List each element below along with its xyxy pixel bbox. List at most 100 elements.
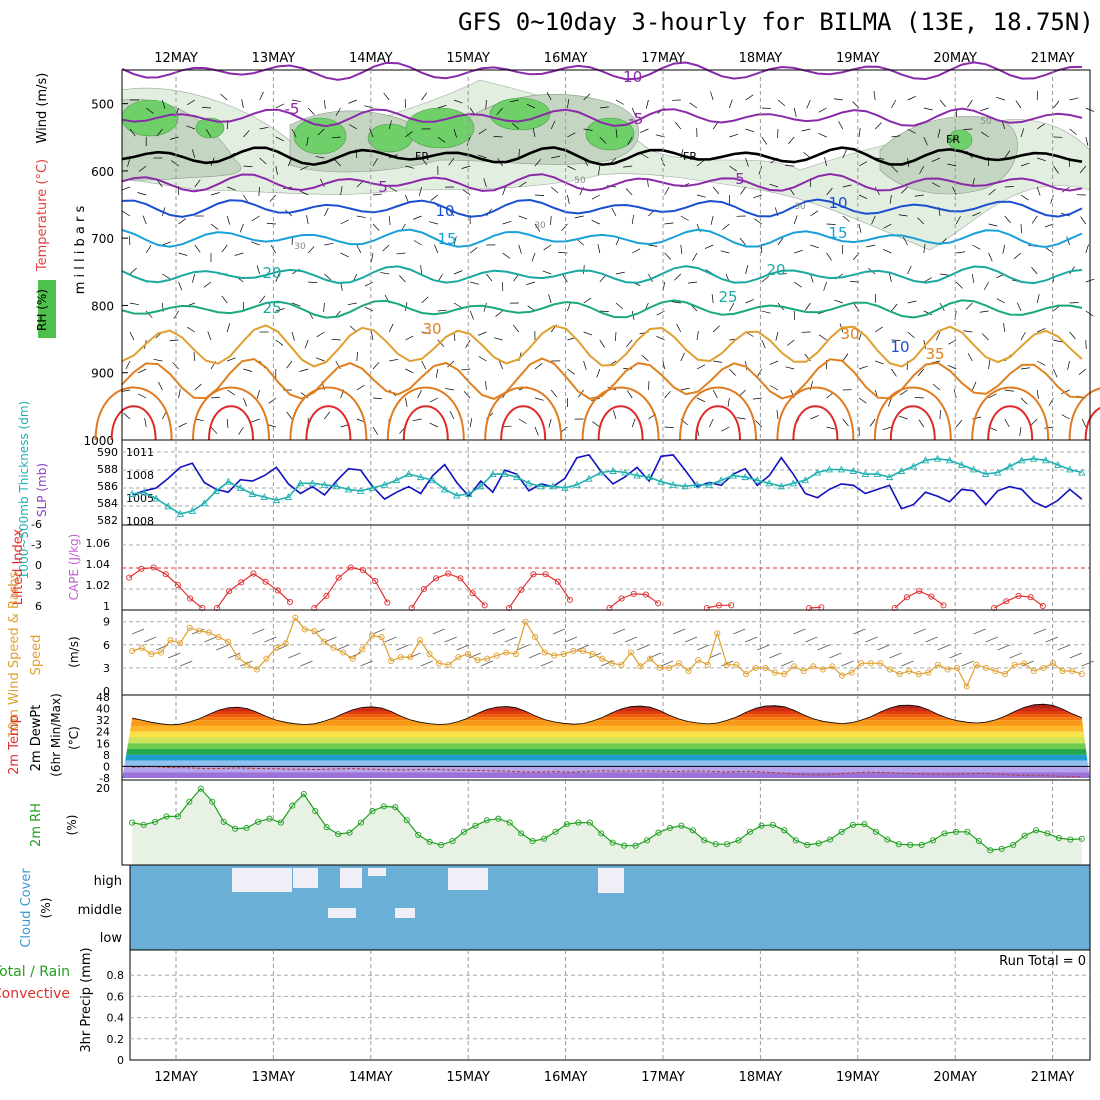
wind-barb: [891, 303, 898, 312]
wind-barb: [291, 99, 301, 102]
lifted-index-point: [554, 578, 561, 585]
wind-barb: [445, 388, 455, 391]
lifted-index-point: [469, 590, 476, 597]
wind-barb: [891, 368, 897, 377]
heat-arc: [402, 405, 449, 441]
wind-barb: [1053, 339, 1063, 343]
wind-barb: [432, 628, 445, 635]
lifted-index-line: [993, 595, 1044, 609]
thickness-point: [356, 486, 365, 494]
wind-barb: [1021, 660, 1034, 667]
wind-barb: [956, 251, 966, 254]
wind-barb: [664, 222, 674, 225]
wind-barb: [981, 333, 989, 341]
wind-barb: [336, 644, 349, 651]
lifted-index-line: [609, 593, 659, 609]
rh-point: [746, 828, 754, 835]
wind-barb: [453, 236, 457, 246]
temp-band: [122, 717, 1090, 721]
wind-barb: [270, 245, 277, 254]
date-label-top: 15MAY: [446, 51, 490, 66]
wind-barb: [396, 252, 406, 255]
rh-point: [586, 819, 593, 826]
wind-barb: [421, 360, 426, 370]
wind-barb: [1020, 194, 1029, 201]
wind-speed-point: [886, 666, 894, 673]
wind-barb: [323, 302, 325, 312]
wind-barb: [275, 273, 280, 283]
wind-barb: [421, 331, 431, 334]
wind-barb: [550, 120, 556, 130]
wind-barb: [546, 91, 552, 101]
wind-barb: [202, 106, 212, 109]
wind-speed-point: [196, 627, 203, 634]
wind-speed-point: [167, 637, 174, 644]
temp-band: [122, 760, 1090, 767]
wind-barb: [291, 302, 301, 307]
rh-point: [518, 830, 525, 837]
rh-point: [998, 845, 1005, 852]
wind-barb: [875, 157, 885, 160]
dewpoint-line: [132, 766, 1082, 778]
wind-barb: [550, 186, 559, 194]
wind-barb: [949, 136, 957, 144]
date-label-top: 19MAY: [836, 51, 880, 66]
lifted-index-point: [187, 595, 194, 602]
wind-barb: [291, 128, 297, 138]
cape-tick-label: 1.02: [86, 579, 111, 592]
rh-point: [815, 840, 822, 847]
wind-barb: [518, 215, 528, 220]
rh-point: [438, 841, 445, 848]
wind-barb: [194, 383, 202, 391]
wind-speed-point: [695, 657, 702, 664]
thickness-point: [176, 509, 185, 517]
wind-barb: [931, 157, 941, 162]
wind-speed-point: [512, 650, 519, 658]
wind-barb: [777, 99, 786, 107]
rh-shade-high: [367, 123, 413, 153]
wind-barb: [266, 222, 276, 225]
wind-barb: [300, 660, 313, 667]
wind-barb: [923, 244, 926, 254]
rh-point: [861, 821, 868, 828]
wind-barb: [891, 135, 901, 138]
dewpt-axis-label: 2m DewPt: [29, 705, 44, 772]
lifted-tick-label: -6: [31, 518, 42, 531]
wind-barb: [972, 381, 977, 391]
wind-speed-line: [132, 616, 1082, 688]
wind-barb: [889, 652, 902, 659]
rh-point: [575, 819, 582, 826]
lifted-index-point: [703, 604, 710, 612]
cloud-unit-label: (%): [39, 898, 53, 919]
wind-barb: [241, 99, 244, 109]
rh-point: [941, 830, 948, 837]
wind-barb: [627, 390, 633, 399]
wind-barb: [251, 215, 260, 222]
wind-barb: [129, 267, 137, 275]
thickness-point: [825, 465, 834, 473]
lifted-index-line: [216, 572, 291, 609]
wind-barb: [917, 217, 925, 225]
wind-barb: [740, 186, 746, 195]
rh-point: [300, 790, 307, 798]
thickness-point: [272, 496, 281, 504]
wind-barb: [631, 107, 637, 117]
wind-barb: [331, 338, 341, 341]
wind-tick-label: 3: [103, 662, 110, 675]
rh-point: [140, 821, 147, 828]
wind-barb: [567, 194, 570, 204]
heat-arc: [597, 405, 644, 441]
wind-barb: [396, 644, 409, 651]
wind-barb: [158, 381, 163, 391]
wind-barb: [805, 636, 818, 643]
rh-point: [1033, 827, 1040, 834]
lifted-index-point: [1027, 594, 1034, 601]
wind-barb: [710, 215, 714, 225]
rh-point: [552, 828, 559, 835]
rh-point: [1055, 834, 1062, 842]
thickness-point: [561, 483, 569, 491]
rh-point: [827, 836, 834, 843]
temp-band: [122, 737, 1090, 744]
wind-barb: [511, 122, 520, 130]
wind-barb: [405, 165, 415, 169]
